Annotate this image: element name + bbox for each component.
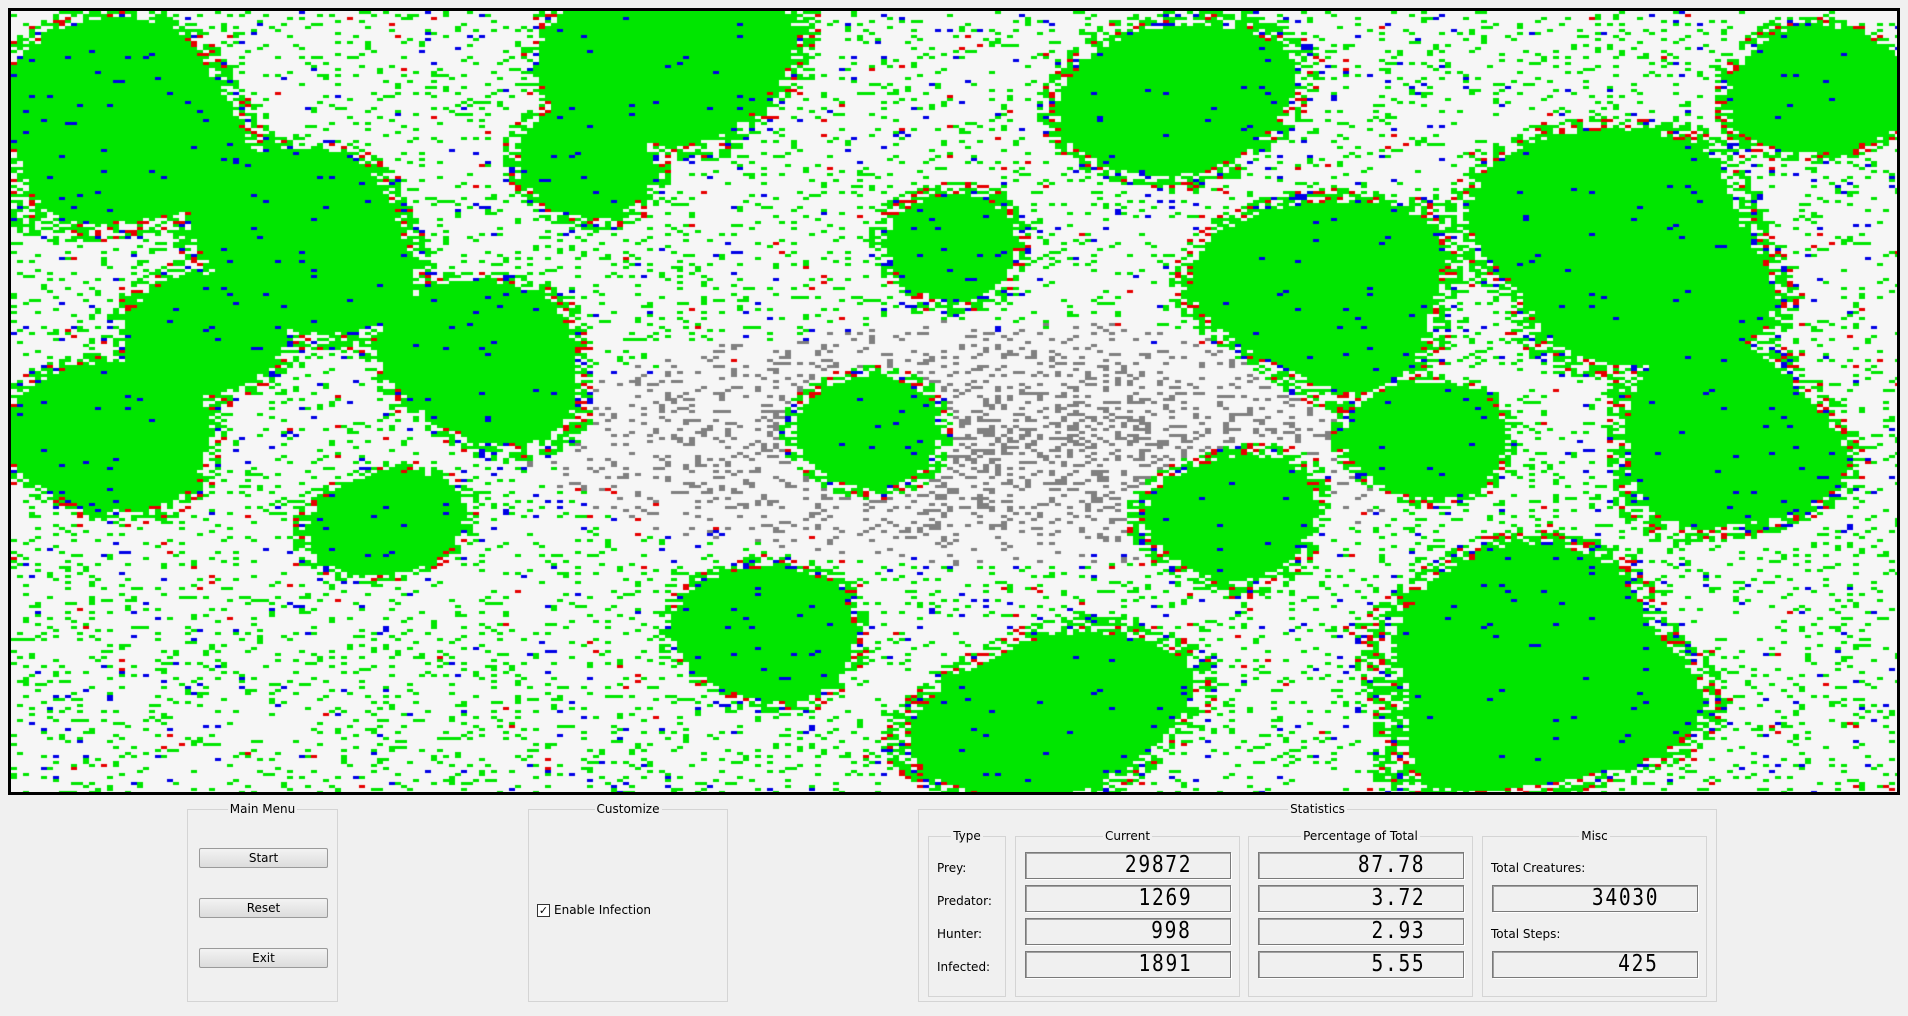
predator-label: Predator: [937,894,992,908]
simulation-grid [8,8,1900,795]
type-title: Type [951,829,983,843]
reset-button[interactable]: Reset [199,898,328,918]
statistics-title: Statistics [1288,802,1347,816]
predator-percentage-display: 3.72 [1258,885,1464,912]
total-steps-display: 425 [1492,951,1698,978]
statistics-group: Statistics Type Prey: Predator: Hunter: … [918,802,1717,1002]
current-title: Current [1102,829,1153,843]
misc-title: Misc [1579,829,1610,843]
prey-current-display: 29872 [1025,852,1231,879]
percentage-group: Percentage of Total 87.78 3.72 2.93 5.55 [1248,829,1473,997]
enable-infection-label[interactable]: Enable Infection [554,903,652,917]
total-creatures-label: Total Creatures: [1491,861,1586,875]
hunter-percentage-display: 2.93 [1258,918,1464,945]
checkbox-check-icon[interactable]: ✓ [537,903,550,917]
total-creatures-display: 34030 [1492,885,1698,912]
current-group: Current 29872 1269 998 1891 [1015,829,1240,997]
percentage-title: Percentage of Total [1301,829,1420,843]
type-group: Type Prey: Predator: Hunter: Infected: [928,829,1006,997]
total-steps-label: Total Steps: [1491,927,1561,941]
prey-percentage-display: 87.78 [1258,852,1464,879]
start-button[interactable]: Start [199,848,328,868]
hunter-label: Hunter: [937,927,983,941]
infected-label: Infected: [937,960,991,974]
main-menu-group: Main Menu Start Reset Exit [187,802,338,1002]
infected-current-display: 1891 [1025,951,1231,978]
hunter-current-display: 998 [1025,918,1231,945]
misc-group: Misc Total Creatures: 34030 Total Steps:… [1482,829,1707,997]
enable-infection-checkbox[interactable]: ✓ Enable Infection [537,903,651,917]
exit-button[interactable]: Exit [199,948,328,968]
customize-group: Customize ✓ Enable Infection [528,802,728,1002]
infected-percentage-display: 5.55 [1258,951,1464,978]
prey-label: Prey: [937,861,967,875]
customize-title: Customize [594,802,662,816]
predator-current-display: 1269 [1025,885,1231,912]
main-menu-title: Main Menu [227,802,298,816]
